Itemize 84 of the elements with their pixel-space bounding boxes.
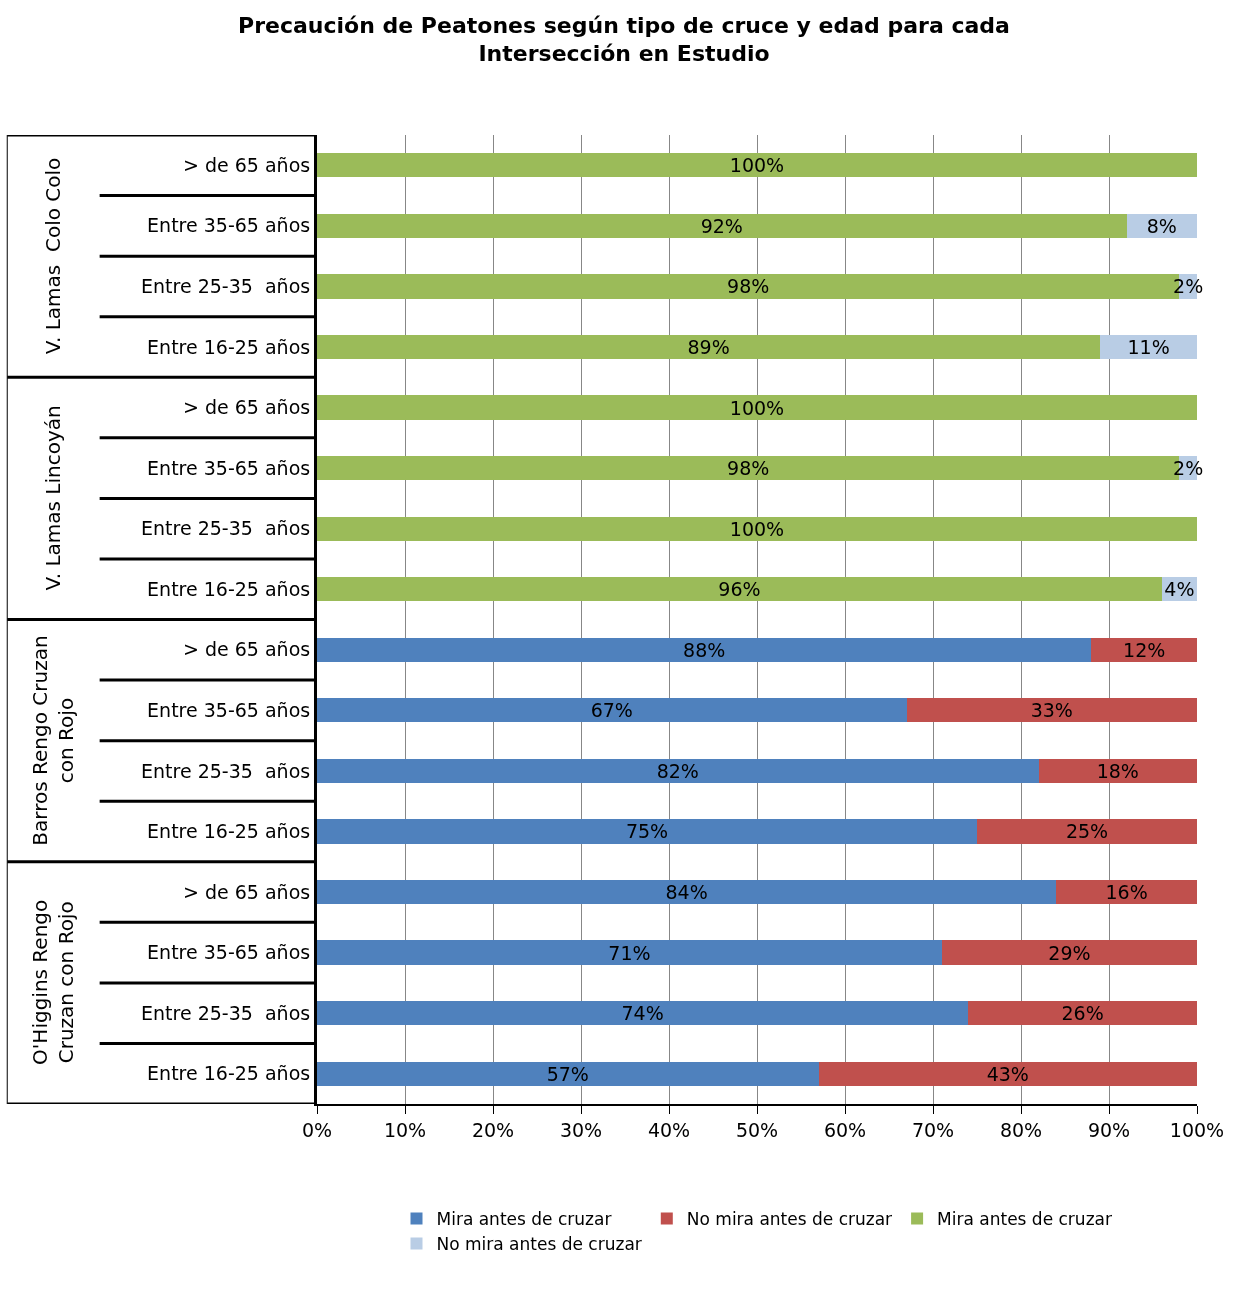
data-label: 100% [729, 517, 785, 540]
y-tick-label: Entre 25-35 años [141, 275, 311, 298]
y-tick-label: Entre 25-35 años [141, 759, 311, 782]
bar [317, 153, 1197, 178]
y-tick-label: Entre 16-25 años [147, 1062, 311, 1085]
data-label: 26% [1061, 1002, 1104, 1025]
x-tick-label: 20% [471, 1118, 515, 1141]
text: Barros Rengo Cruzan con Rojo [28, 635, 79, 846]
y-tick-label: Entre 35-65 años [147, 941, 311, 964]
data-label: 88% [683, 638, 726, 661]
x-tick-label: 40% [647, 1118, 691, 1141]
bar [1056, 879, 1197, 905]
y-tick-label: Entre 35-65 años [147, 698, 311, 721]
x-tick-label: 70% [911, 1118, 955, 1141]
y-tick-label: > de 65 años [183, 396, 311, 419]
bar [968, 1001, 1197, 1026]
text: V. Lamas Lincoyán [40, 405, 65, 591]
data-label: 98% [727, 275, 770, 298]
bar [1038, 758, 1197, 784]
y-tick-label: Entre 25-35 años [141, 1001, 311, 1024]
data-label: 84% [665, 881, 708, 904]
x-tick-label: 90% [1087, 1118, 1131, 1141]
data-label: 100% [729, 396, 785, 419]
data-label: 11% [1127, 335, 1170, 358]
bar [317, 698, 907, 723]
data-label: 67% [590, 699, 633, 722]
x-tick-label: 10% [383, 1118, 427, 1141]
data-label: 33% [1030, 699, 1073, 722]
data-label: 96% [718, 578, 761, 601]
bar [317, 879, 1057, 905]
data-label: 74% [621, 1002, 664, 1025]
bar [317, 758, 1039, 784]
bar [317, 516, 1197, 541]
legend-label: No mira antes de cruzar [686, 1209, 893, 1230]
x-tick-label: 0% [301, 1118, 333, 1141]
x-tick-label: 30% [559, 1118, 603, 1141]
x-tick-label: 60% [823, 1118, 867, 1141]
y-tick-label: Entre 16-25 años [147, 335, 311, 358]
bar [317, 940, 942, 965]
data-label: 57% [546, 1062, 589, 1085]
legend-label: Mira antes de cruzar [937, 1209, 1112, 1230]
y-tick-label: Entre 35-65 años [147, 214, 311, 237]
x-tick-label: 100% [1169, 1118, 1225, 1141]
data-label: 12% [1123, 638, 1166, 661]
bar [317, 1061, 819, 1086]
bar [977, 819, 1197, 844]
data-label: 100% [729, 154, 785, 177]
data-label: 98% [727, 457, 770, 480]
bar [317, 334, 1101, 360]
bar [818, 1061, 1197, 1086]
data-label: 82% [656, 759, 699, 782]
bar [906, 698, 1197, 723]
bar [317, 395, 1197, 420]
data-label: 8% [1146, 214, 1177, 237]
bar [317, 819, 977, 844]
data-label: 18% [1096, 759, 1139, 782]
text: O'Higgins Rengo Cruzan con Rojo [28, 899, 79, 1065]
y-tick-label: > de 65 años [183, 153, 311, 176]
data-label: 4% [1164, 578, 1195, 601]
legend-label: No mira antes de cruzar [436, 1234, 642, 1255]
data-label: 75% [625, 820, 669, 843]
bar [317, 1001, 969, 1026]
y-tick-label: Entre 16-25 años [147, 820, 311, 843]
y-tick-label: > de 65 años [183, 880, 311, 903]
bar [317, 213, 1127, 238]
data-label: 25% [1065, 820, 1109, 843]
data-label: 16% [1105, 881, 1148, 904]
x-tick-label: 80% [999, 1118, 1043, 1141]
y-tick-label: Entre 16-25 años [147, 577, 311, 600]
bar [317, 637, 1092, 662]
legend-label: Mira antes de cruzar [436, 1209, 612, 1230]
bar [317, 577, 1162, 602]
data-label: 92% [700, 214, 743, 237]
data-label: 43% [986, 1062, 1029, 1085]
y-tick-label: > de 65 años [183, 638, 311, 661]
y-tick-label: Entre 25-35 años [141, 517, 311, 540]
text: V. Lamas Colo Colo [40, 157, 65, 355]
x-tick-label: 50% [735, 1118, 779, 1141]
chart-title: Precaución de Peatones según tipo de cruce y edad para cada Intersección en Estudio [238, 12, 1010, 67]
data-label: 71% [608, 941, 651, 964]
data-label: 29% [1048, 941, 1091, 964]
bar [941, 940, 1197, 965]
data-label: 89% [687, 335, 730, 358]
y-tick-label: Entre 35-65 años [147, 456, 311, 479]
